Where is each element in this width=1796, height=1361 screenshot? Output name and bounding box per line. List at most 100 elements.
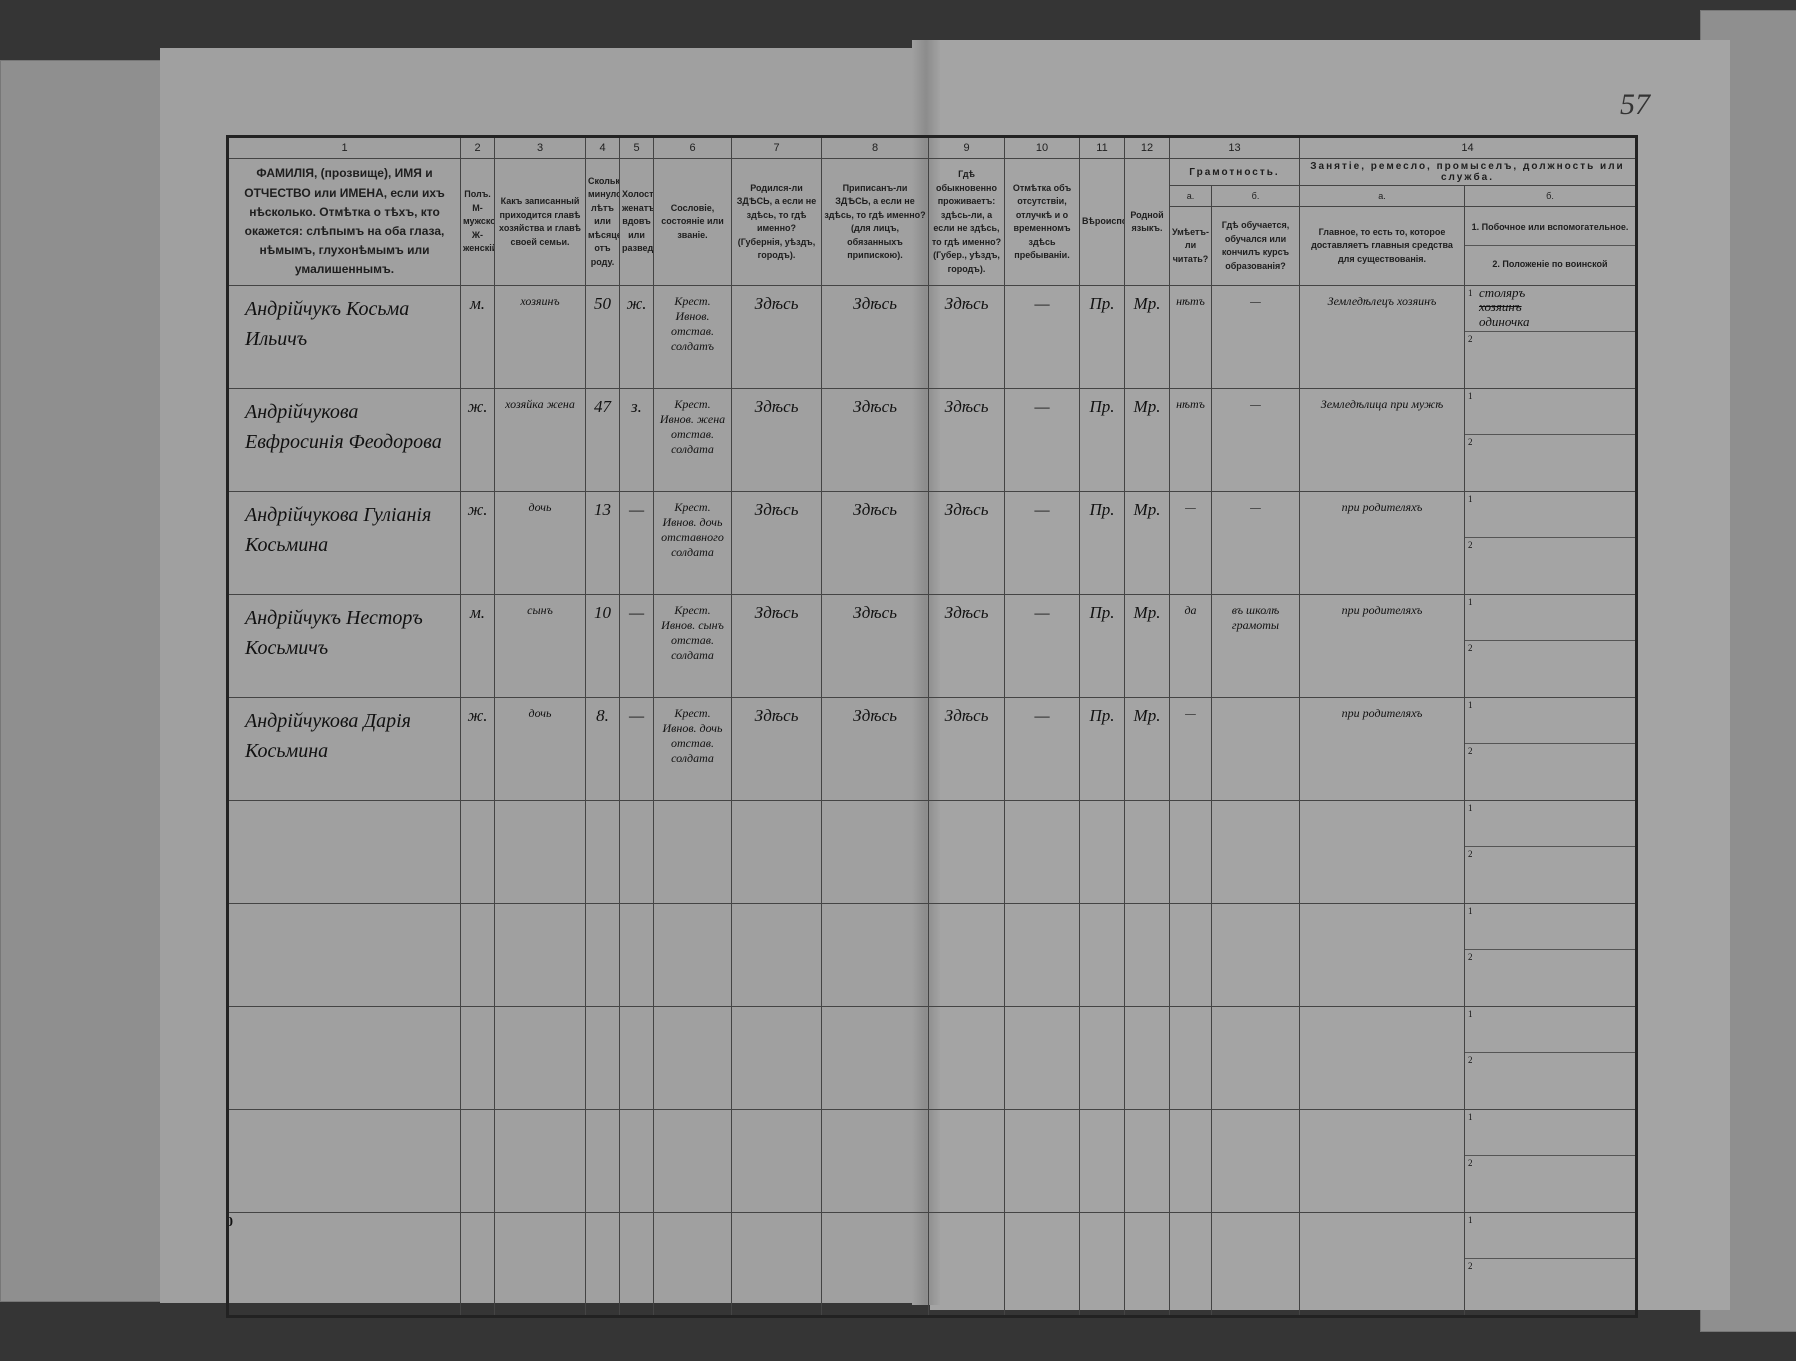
education-cell [1211,697,1300,801]
header-occupation: Занятіе, ремесло, промыселъ, должность и… [1299,158,1637,186]
age-cell: 10 [585,594,620,698]
marital-status-cell [619,1109,654,1213]
religion: Пр. [1089,603,1115,622]
marital-status-cell [619,1212,654,1317]
sex: ж. [467,397,488,416]
military-status: 2 [1466,744,1636,790]
subline-index: 2 [1468,1158,1473,1168]
education-cell [1211,1212,1300,1317]
native-language-cell: Мр. [1124,594,1170,698]
relation-to-head-cell: сынъ [494,594,586,698]
registered-place: Здѣсь [853,706,897,725]
main-occupation-cell: при родителяхъ [1299,491,1465,595]
age: 50 [594,294,611,313]
estate-cell [653,903,732,1007]
table-row: 5Андрійчукова Дарія Косьмина ж. дочь 8. — Кре… [227,697,1637,801]
birthplace-cell: Здѣсь [731,285,822,389]
col-number: 11 [1079,136,1125,159]
native-language: Мр. [1133,397,1161,416]
side-occupation: 1 [1465,1008,1635,1053]
marital-status: ж. [626,294,647,313]
marital-status-cell: — [619,491,654,595]
can-read: нѣтъ [1176,397,1205,411]
residence-cell: Здѣсь [928,594,1005,698]
age-cell: 13 [585,491,620,595]
header-13a-label: а. [1169,185,1212,207]
side-occupation: столяръ [1479,285,1526,300]
residence: Здѣсь [944,603,989,622]
religion-cell: Пр. [1079,594,1125,698]
education-cell: — [1211,388,1300,492]
person-name-cell: 7 [227,903,461,1007]
side-struck: хозяинъ [1479,299,1522,315]
native-language-cell [1124,903,1170,1007]
marital-status: — [628,603,645,622]
absence-note: — [1034,397,1050,416]
col-number: 7 [731,136,822,159]
marital-status-cell: — [619,594,654,698]
header-religion: Вѣроисповѣданіе. [1079,158,1125,286]
absence-note: — [1034,500,1050,519]
relation-to-head-cell: хозяинъ [494,285,586,389]
subline-index: 1 [1468,597,1473,607]
person-name-cell: 5Андрійчукова Дарія Косьмина [227,697,461,801]
header-marital: Холостъ, женатъ, вдовъ или разведенъ. [619,158,654,286]
person-name: Андрійчукъ Несторъ Косьмичъ [245,607,423,659]
sex: м. [469,603,486,622]
sex-cell [460,800,495,904]
person-name-cell: 9 [227,1109,461,1213]
native-language-cell [1124,1006,1170,1110]
main-occupation-cell [1299,1109,1465,1213]
religion-cell: Пр. [1079,491,1125,595]
relation-to-head: дочь [528,500,552,514]
subline-index: 2 [1468,952,1473,962]
estate: Крест. Ивнов. дочь отставного солдата [661,500,724,559]
main-occupation-cell [1299,1212,1465,1317]
marital-status-cell: ж. [619,285,654,389]
age: 13 [594,500,611,519]
subline-index: 1 [1468,391,1473,401]
registered-place: Здѣсь [853,294,897,313]
marital-status-cell [619,1006,654,1110]
main-occupation-cell: Земледѣлица при мужѣ [1299,388,1465,492]
age-cell: 47 [585,388,620,492]
col-number: 1 [227,136,461,159]
birthplace: Здѣсь [754,294,799,313]
residence: Здѣсь [944,397,989,416]
absence-note-cell: — [1004,285,1080,389]
main-occupation-cell: Земледѣлецъ хозяинъ [1299,285,1465,389]
registered-place-cell: Здѣсь [821,388,929,492]
col-number: 2 [460,136,495,159]
col-number: 14 [1299,136,1637,159]
birthplace-cell [731,1212,822,1317]
can-read-cell [1169,903,1212,1007]
residence: Здѣсь [944,500,989,519]
residence-cell [928,800,1005,904]
header-absence: Отмѣтка объ отсутствіи, отлучкѣ и о врем… [1004,158,1080,286]
main-occupation-cell [1299,800,1465,904]
person-name: Андрійчукова Гуліанія Косьмина [245,504,432,556]
registered-place: Здѣсь [853,500,897,519]
row-number: 10 [229,1215,234,1231]
can-read: — [1185,500,1196,514]
religion-cell: Пр. [1079,285,1125,389]
estate-cell: Крест. Ивнов. отстав. солдатъ [653,285,732,389]
side-occupation: 1 [1465,699,1635,744]
table-row: 912 [227,1109,1637,1213]
birthplace: Здѣсь [754,603,799,622]
table-row: 4Андрійчукъ Несторъ Косьмичъ м. сынъ 10 — Кре… [227,594,1637,698]
residence-cell [928,1109,1005,1213]
subline-index: 1 [1468,803,1473,813]
age: 8. [596,706,609,725]
absence-note-cell [1004,800,1080,904]
main-occupation-cell: при родителяхъ [1299,594,1465,698]
age-cell [585,1006,620,1110]
registered-place-cell [821,1006,929,1110]
relation-to-head-cell [494,800,586,904]
person-name-cell: 6 [227,800,461,904]
sex: м. [469,294,486,313]
